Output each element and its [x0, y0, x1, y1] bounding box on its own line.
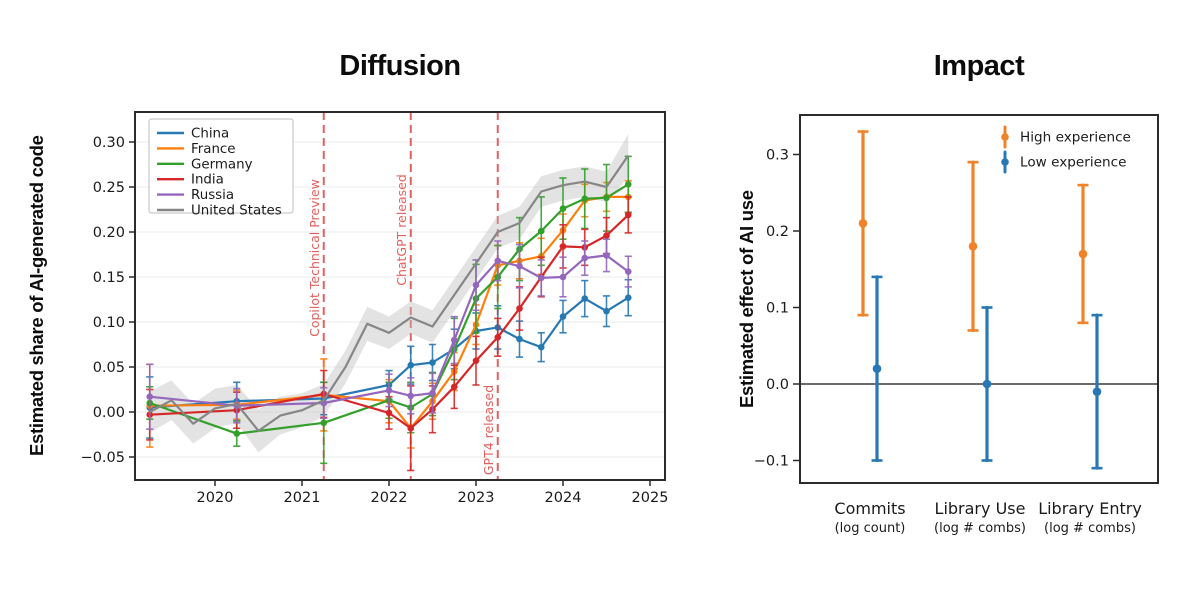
data-point: [581, 295, 589, 302]
data-point: [429, 389, 436, 397]
data-point: [1078, 249, 1088, 259]
data-point: [1092, 387, 1102, 396]
legend-box: [148, 118, 294, 214]
event-label: Copilot Technical Preview: [307, 179, 322, 337]
data-point: [559, 273, 567, 281]
y-tick-label: 0.20: [93, 225, 125, 241]
diffusion-title: Diffusion: [339, 50, 461, 82]
data-point: [603, 307, 610, 315]
data-point: [858, 219, 868, 228]
data-point: [407, 392, 415, 400]
y-tick-label: −0.1: [754, 454, 789, 470]
event-label: GPT4 released: [481, 385, 496, 475]
legend-label: India: [191, 173, 224, 188]
y-tick-label: 0.1: [766, 301, 789, 317]
y-tick-label: 0.30: [93, 135, 125, 151]
data-point: [407, 361, 415, 369]
y-tick-label: 0.0: [766, 377, 789, 393]
impact-plot-area: −0.1 0.0 0.1 0.2 0.3 Commits (log count) Librar…: [754, 114, 1159, 536]
y-tick-label: 0.25: [93, 180, 125, 196]
data-point: [320, 419, 328, 427]
data-point: [146, 393, 154, 401]
y-tick-label: −0.05: [81, 450, 125, 466]
y-tick-label: 0.00: [93, 405, 125, 421]
category-label: Library Entry: [1038, 499, 1142, 518]
data-point: [494, 257, 502, 265]
us-confidence-band: [149, 133, 629, 453]
data-point: [233, 430, 241, 437]
data-point: [537, 274, 545, 282]
data-point: [450, 383, 458, 391]
data-point: [516, 305, 523, 312]
data-point: [472, 357, 480, 365]
axes-frame: [799, 114, 1159, 484]
legend-label: United States: [191, 204, 282, 219]
y-tick-label: 0.10: [93, 315, 125, 331]
legend-label: Germany: [191, 157, 253, 172]
event-label: ChatGPT released: [394, 174, 409, 286]
x-tick-label: 2024: [545, 490, 582, 506]
data-point: [581, 254, 589, 262]
category-label: Library Use: [935, 499, 1026, 518]
legend-label: Russia: [191, 188, 234, 203]
impact-panel: Impact Estimated effect of AI use −0.1 0.…: [700, 0, 1200, 616]
x-tick-label: 2020: [197, 490, 234, 506]
diffusion-panel: Diffusion Estimated share of AI-generate…: [26, 50, 669, 506]
data-point: [982, 379, 992, 389]
data-point: [472, 281, 480, 289]
x-tick-label: 2021: [284, 490, 321, 506]
legend: High experience Low experience: [1001, 125, 1131, 174]
data-point: [603, 232, 610, 239]
data-point: [407, 424, 415, 432]
legend-point-glyph: [1001, 158, 1009, 166]
data-point: [429, 359, 436, 366]
x-tick-label: 2023: [458, 490, 495, 506]
y-tick-label: 0.15: [93, 270, 125, 286]
data-point: [385, 387, 393, 394]
y-tick-label: 0.05: [93, 360, 125, 376]
category-sublabel: (log count): [835, 521, 906, 536]
legend-label: China: [191, 127, 229, 142]
data-point: [603, 194, 610, 202]
data-point: [624, 294, 632, 302]
data-point: [450, 336, 458, 344]
data-point: [537, 343, 545, 351]
data-point: [559, 205, 567, 212]
diffusion-plot-area: Copilot Technical Preview ChatGPT release…: [81, 111, 669, 506]
y-tick-label: 0.2: [766, 224, 789, 240]
data-point: [537, 227, 545, 235]
series-russia: [146, 238, 632, 430]
series-high-experience: [857, 129, 1089, 333]
data-point: [559, 313, 567, 320]
data-point: [385, 409, 393, 417]
data-point: [624, 181, 632, 188]
legend-point-glyph: [1001, 133, 1009, 141]
series-united-states: [149, 154, 630, 432]
y-tick-label: 0.3: [766, 148, 789, 164]
category-label: Commits: [834, 499, 905, 518]
data-point: [872, 364, 882, 374]
category-sublabel: (log # combs): [934, 521, 1026, 536]
impact-title: Impact: [933, 50, 1025, 82]
x-tick-label: 2025: [632, 490, 669, 506]
series-line: [149, 154, 630, 432]
x-tick-label: 2022: [371, 490, 408, 506]
legend-label: France: [191, 142, 236, 157]
data-point: [624, 268, 632, 275]
data-point: [603, 252, 610, 259]
series-low-experience: [871, 275, 1103, 470]
data-point: [516, 335, 523, 343]
data-point: [624, 211, 632, 219]
data-point: [581, 195, 589, 202]
legend-label: High experience: [1020, 130, 1131, 146]
data-point: [516, 262, 523, 270]
data-point: [494, 334, 502, 341]
legend-label: Low experience: [1020, 155, 1126, 171]
data-point: [968, 242, 978, 251]
category-sublabel: (log # combs): [1044, 521, 1136, 536]
axes-frame: [134, 111, 666, 481]
data-point: [559, 243, 567, 250]
